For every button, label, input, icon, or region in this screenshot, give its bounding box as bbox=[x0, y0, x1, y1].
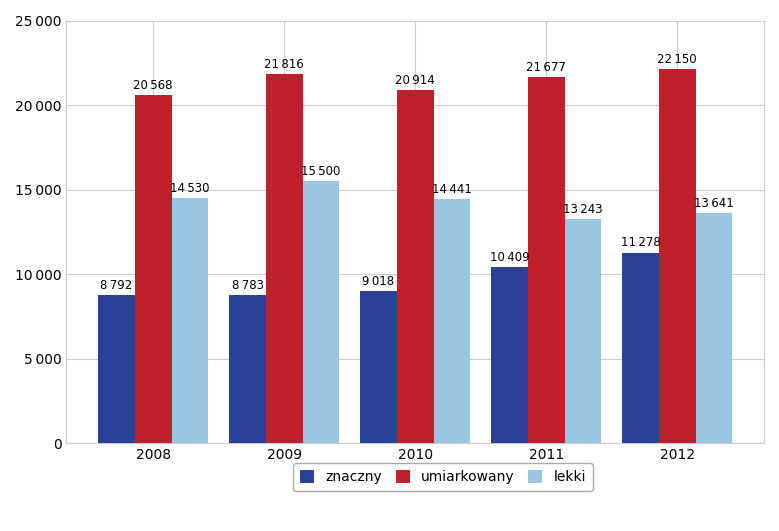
Text: 11 278: 11 278 bbox=[621, 236, 661, 250]
Bar bbox=[266, 74, 302, 443]
Bar bbox=[397, 90, 434, 443]
Text: 21 816: 21 816 bbox=[264, 58, 304, 71]
Text: 20 914: 20 914 bbox=[396, 74, 435, 87]
Text: 8 783: 8 783 bbox=[231, 279, 263, 292]
Bar bbox=[360, 291, 397, 443]
Text: 21 677: 21 677 bbox=[527, 61, 566, 74]
Text: 10 409: 10 409 bbox=[490, 251, 530, 264]
Bar bbox=[229, 295, 266, 443]
Text: 20 568: 20 568 bbox=[133, 80, 173, 92]
Text: 22 150: 22 150 bbox=[657, 53, 697, 66]
Bar bbox=[565, 219, 601, 443]
Text: 15 500: 15 500 bbox=[301, 165, 340, 178]
Bar bbox=[434, 199, 471, 443]
Bar bbox=[171, 198, 208, 443]
Bar bbox=[302, 181, 340, 443]
Bar bbox=[528, 76, 565, 443]
Text: 9 018: 9 018 bbox=[362, 275, 395, 288]
Text: 14 441: 14 441 bbox=[432, 183, 472, 196]
Bar bbox=[696, 212, 732, 443]
Text: 14 530: 14 530 bbox=[170, 182, 210, 194]
Bar bbox=[135, 96, 171, 443]
Legend: znaczny, umiarkowany, lekki: znaczny, umiarkowany, lekki bbox=[294, 464, 593, 491]
Bar bbox=[659, 68, 696, 443]
Text: 8 792: 8 792 bbox=[100, 279, 132, 292]
Text: 13 641: 13 641 bbox=[694, 196, 734, 210]
Bar bbox=[622, 253, 659, 443]
Bar bbox=[492, 267, 528, 443]
Bar bbox=[98, 295, 135, 443]
Text: 13 243: 13 243 bbox=[563, 203, 603, 216]
